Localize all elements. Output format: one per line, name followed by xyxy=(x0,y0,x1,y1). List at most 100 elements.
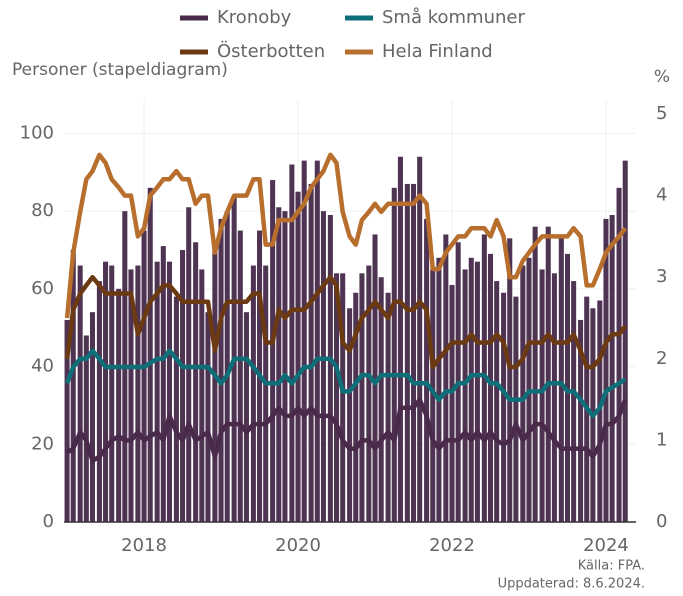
bar xyxy=(193,242,199,522)
y2-tick-label: 5 xyxy=(656,103,667,124)
bar xyxy=(199,269,205,522)
bar xyxy=(218,218,224,522)
bar xyxy=(462,269,468,522)
line-series xyxy=(64,152,628,319)
bar xyxy=(135,265,141,522)
bar xyxy=(128,269,134,522)
bar xyxy=(424,218,430,522)
y2-tick-label: 4 xyxy=(656,185,667,206)
bar xyxy=(347,308,353,522)
bar xyxy=(237,230,243,523)
bar xyxy=(186,207,192,522)
bar xyxy=(334,273,340,522)
bar xyxy=(289,164,295,522)
y2-tick-label: 3 xyxy=(656,266,667,287)
bar xyxy=(314,160,320,522)
legend-label: Små kommuner xyxy=(382,7,525,28)
bar xyxy=(64,319,70,522)
bar xyxy=(327,215,333,522)
bar xyxy=(539,269,545,522)
bar xyxy=(103,261,109,522)
bar xyxy=(622,160,628,522)
bar xyxy=(154,261,160,522)
bar xyxy=(173,296,179,522)
bar xyxy=(487,253,494,522)
bar xyxy=(109,265,115,522)
y-tick-label: 80 xyxy=(31,200,54,221)
bar xyxy=(224,211,230,522)
bar xyxy=(430,269,436,522)
y2-tick-label: 0 xyxy=(656,511,667,532)
bar xyxy=(468,257,474,522)
bar xyxy=(397,156,403,522)
bar xyxy=(116,288,122,522)
bar xyxy=(436,257,442,522)
bar xyxy=(520,265,526,522)
bar xyxy=(353,292,359,522)
bar xyxy=(83,335,89,522)
bar xyxy=(70,250,76,522)
bar xyxy=(449,284,455,522)
bar xyxy=(180,250,186,522)
bar xyxy=(513,296,519,522)
bar xyxy=(558,238,564,523)
y-axis-label: Personer (stapeldiagram) xyxy=(12,60,228,80)
bar xyxy=(147,187,153,523)
bar xyxy=(340,273,346,522)
bar xyxy=(507,238,513,523)
bar xyxy=(89,312,96,522)
y-tick-label: 0 xyxy=(43,511,54,532)
x-tick-label: 2018 xyxy=(121,535,167,556)
bar xyxy=(532,226,538,522)
bar xyxy=(282,211,288,522)
bar xyxy=(295,191,301,522)
bar xyxy=(616,187,622,523)
line-series xyxy=(64,348,627,419)
bar xyxy=(160,246,166,522)
y2-axis-label: % xyxy=(654,67,670,87)
bar xyxy=(501,292,507,522)
y2-tick-label: 1 xyxy=(656,429,667,450)
bar xyxy=(263,265,269,522)
bar xyxy=(417,156,423,522)
line-series xyxy=(64,274,627,370)
y-tick-label: 40 xyxy=(31,356,54,377)
source: Källa: FPA. xyxy=(578,559,645,574)
legend-label: Österbotten xyxy=(217,40,325,62)
x-tick-label: 2024 xyxy=(583,535,629,556)
bar xyxy=(301,160,307,522)
bar xyxy=(571,281,577,522)
y2-tick-label: 2 xyxy=(656,348,667,369)
x-tick-label: 2020 xyxy=(275,535,321,556)
x-tick-label: 2022 xyxy=(429,535,475,556)
bar xyxy=(243,312,249,522)
bar xyxy=(443,234,449,522)
bar xyxy=(366,265,372,522)
y-tick-label: 100 xyxy=(20,122,54,143)
bar xyxy=(372,234,378,522)
bar xyxy=(320,211,326,522)
bar xyxy=(494,281,500,522)
bar xyxy=(276,207,282,522)
updated: Uppdaterad: 8.6.2024. xyxy=(498,577,645,592)
bar xyxy=(474,261,480,522)
bar xyxy=(212,242,218,522)
legend-label: Kronoby xyxy=(217,7,292,28)
bar xyxy=(410,183,417,522)
y-tick-label: 20 xyxy=(31,433,54,454)
y-tick-label: 60 xyxy=(31,278,54,299)
bar xyxy=(166,261,172,522)
bar xyxy=(378,277,384,522)
bar xyxy=(391,187,397,523)
bar xyxy=(578,319,584,522)
bar xyxy=(77,265,83,522)
bar xyxy=(609,215,615,522)
bar xyxy=(545,226,551,522)
legend-label: Hela Finland xyxy=(382,41,493,62)
bar xyxy=(597,300,603,522)
bar xyxy=(385,292,391,522)
bar xyxy=(141,230,147,523)
bar xyxy=(250,265,256,522)
bar xyxy=(205,312,211,522)
